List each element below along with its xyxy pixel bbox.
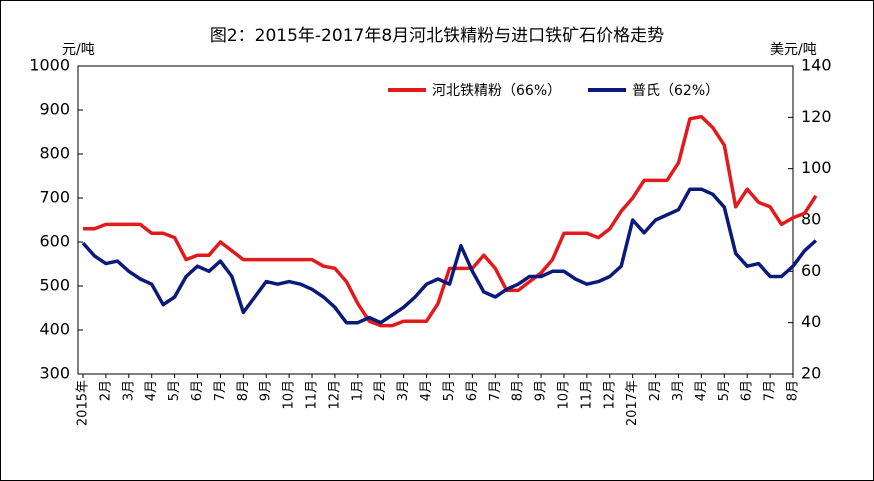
x-tick-label: 10月 [556, 380, 571, 410]
x-tick-label: 7月 [488, 380, 503, 401]
x-tick-label: 4月 [694, 380, 709, 401]
x-tick-label: 9月 [259, 380, 274, 401]
x-tick-label: 2月 [373, 380, 388, 401]
y2-tick-label: 120 [801, 107, 832, 126]
x-tick-label: 6月 [465, 380, 480, 401]
x-tick-label: 2月 [648, 380, 663, 401]
y-tick-label: 300 [39, 364, 70, 383]
y-tick-label: 500 [39, 276, 70, 295]
x-tick-label: 10月 [282, 380, 297, 410]
x-tick-label: 11月 [579, 380, 594, 410]
chart-title: 图2：2015年-2017年8月河北铁精粉与进口铁矿石价格走势 [210, 26, 664, 46]
legend-label: 河北铁精粉（66%） [432, 83, 561, 99]
x-tick-label: 6月 [190, 380, 205, 401]
x-tick-label: 12月 [327, 380, 342, 410]
y-tick-label: 1000 [29, 56, 70, 75]
x-tick-label: 11月 [305, 380, 320, 410]
legend-label: 普氏（62%） [632, 83, 719, 99]
y-tick-label: 600 [39, 232, 70, 251]
y2-tick-label: 80 [801, 210, 821, 229]
x-tick-label: 12月 [602, 380, 617, 410]
x-tick-label: 3月 [671, 380, 686, 401]
y-tick-label: 700 [39, 188, 70, 207]
x-tick-label: 5月 [717, 380, 732, 401]
x-tick-label: 2015年 [76, 380, 91, 426]
x-tick-label: 5月 [442, 380, 457, 401]
y2-tick-label: 140 [801, 56, 832, 75]
x-tick-label: 6月 [740, 380, 755, 401]
x-tick-label: 3月 [396, 380, 411, 401]
x-tick-label: 9月 [534, 380, 549, 401]
x-tick-label: 2月 [98, 380, 113, 401]
y2-tick-label: 60 [801, 261, 821, 280]
x-tick-label: 8月 [511, 380, 526, 401]
series-line [83, 114, 818, 328]
x-tick-label: 8月 [236, 380, 251, 401]
x-tick-label: 7月 [213, 380, 228, 401]
x-tick-label: 8月 [786, 380, 801, 401]
x-tick-label: 4月 [419, 380, 434, 401]
x-tick-label: 4月 [144, 380, 159, 401]
x-tick-label: 1月 [350, 380, 365, 401]
x-tick-label: 2017年 [625, 380, 640, 426]
y2-axis-label: 美元/吨 [770, 42, 817, 58]
y-tick-label: 800 [39, 144, 70, 163]
y2-tick-label: 40 [801, 312, 821, 331]
y2-tick-label: 20 [801, 364, 821, 383]
x-tick-label: 3月 [121, 380, 136, 401]
y-axis-label: 元/吨 [62, 42, 95, 58]
y-tick-label: 400 [39, 320, 70, 339]
x-tick-label: 7月 [763, 380, 778, 401]
y2-tick-label: 100 [801, 158, 832, 177]
x-tick-label: 5月 [167, 380, 182, 401]
y-tick-label: 900 [39, 100, 70, 119]
series-line [81, 187, 818, 325]
